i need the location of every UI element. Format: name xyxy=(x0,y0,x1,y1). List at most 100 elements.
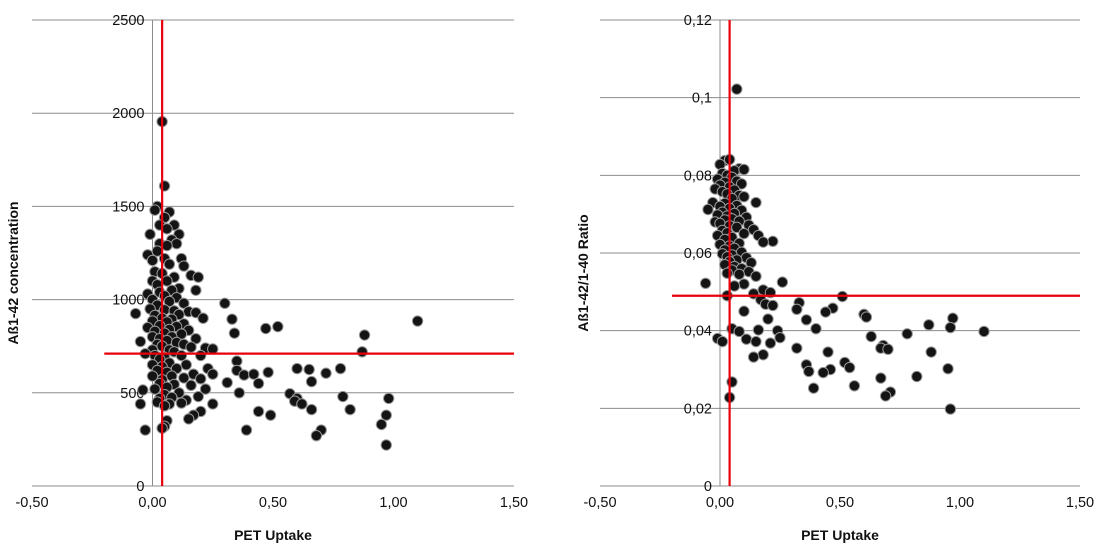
data-point xyxy=(228,327,241,339)
data-point xyxy=(158,180,171,192)
data-point xyxy=(750,335,762,348)
right-chart-points xyxy=(699,83,990,415)
data-point xyxy=(163,295,176,308)
right-chart-y-axis-title: Aß1-42/1-40 Ratio xyxy=(575,214,591,331)
data-point xyxy=(197,312,209,324)
data-point xyxy=(843,361,856,374)
data-point xyxy=(161,223,173,235)
x-tick-label: 0,50 xyxy=(826,495,854,511)
data-point xyxy=(252,377,265,390)
data-point xyxy=(767,299,779,312)
data-point xyxy=(733,268,745,281)
data-point xyxy=(252,405,265,418)
y-tick-label: 0,12 xyxy=(684,13,712,29)
data-point xyxy=(303,363,315,376)
data-point xyxy=(178,297,190,310)
data-point xyxy=(190,333,202,345)
data-point xyxy=(911,370,923,383)
data-point xyxy=(726,376,738,388)
data-point xyxy=(195,349,207,362)
data-point xyxy=(260,322,272,335)
data-point xyxy=(757,349,769,361)
data-point xyxy=(944,321,957,334)
right-chart-y-tick-labels: 0 0,02 0,04 0,06 0,08 0,1 0,12 xyxy=(684,13,712,495)
data-point xyxy=(219,297,231,310)
data-point xyxy=(822,346,834,358)
data-point xyxy=(337,390,349,403)
data-point xyxy=(175,349,188,362)
data-point xyxy=(731,83,743,95)
data-point xyxy=(146,370,159,382)
right-chart-x-tick-labels: -0,50 0,00 0,50 1,00 1,50 xyxy=(583,495,1094,511)
y-tick-label: 0,02 xyxy=(684,401,712,417)
data-point xyxy=(731,221,743,234)
data-point xyxy=(264,409,277,421)
data-point xyxy=(137,384,149,396)
data-point xyxy=(149,204,161,216)
data-point xyxy=(879,390,892,402)
data-point xyxy=(800,314,813,326)
right-chart-gridlines xyxy=(600,19,1080,487)
y-tick-label: 0,06 xyxy=(684,246,712,262)
x-tick-label: 1,50 xyxy=(500,495,528,511)
data-point xyxy=(762,313,774,325)
data-point xyxy=(272,320,284,333)
x-tick-label: 1,00 xyxy=(379,495,407,511)
data-point xyxy=(865,330,877,343)
data-point xyxy=(819,306,832,318)
y-tick-label: 2000 xyxy=(112,106,144,122)
data-point xyxy=(810,323,822,335)
data-point xyxy=(233,387,245,399)
data-point xyxy=(356,346,368,358)
data-point xyxy=(262,366,274,378)
data-point xyxy=(305,375,318,388)
y-tick-label: 1000 xyxy=(112,293,144,309)
data-point xyxy=(738,227,750,240)
data-point xyxy=(791,303,803,316)
data-point xyxy=(848,380,861,392)
data-point xyxy=(129,307,142,320)
data-point xyxy=(139,424,151,436)
data-point xyxy=(803,365,815,378)
data-point xyxy=(767,235,779,248)
data-point xyxy=(190,284,202,296)
data-point xyxy=(728,280,741,292)
data-point xyxy=(817,366,829,379)
data-point xyxy=(750,196,762,209)
data-point xyxy=(195,373,207,385)
data-point xyxy=(334,362,347,375)
data-point xyxy=(161,275,173,287)
x-tick-label: 0,00 xyxy=(138,495,166,511)
x-tick-label: -0,50 xyxy=(583,495,616,511)
data-point xyxy=(344,403,356,416)
data-point xyxy=(180,359,192,371)
data-point xyxy=(776,276,789,288)
x-tick-label: 0,00 xyxy=(706,495,734,511)
data-point xyxy=(248,368,260,380)
data-point xyxy=(925,346,937,358)
y-tick-label: 2500 xyxy=(112,13,144,29)
data-point xyxy=(944,403,957,415)
data-point xyxy=(170,237,183,250)
data-point xyxy=(178,260,190,272)
y-tick-label: 0,04 xyxy=(684,324,712,340)
data-point xyxy=(320,367,332,379)
data-point xyxy=(699,277,712,289)
data-point xyxy=(721,267,733,279)
data-point xyxy=(752,324,765,336)
data-point xyxy=(310,429,323,442)
data-point xyxy=(178,372,190,384)
data-point xyxy=(226,313,238,325)
data-point xyxy=(807,382,820,394)
data-point xyxy=(411,315,424,327)
data-point xyxy=(735,178,748,190)
data-point xyxy=(380,409,392,421)
data-point xyxy=(738,190,750,203)
data-point xyxy=(158,400,171,412)
data-point xyxy=(207,398,219,410)
data-point xyxy=(375,418,388,431)
data-point xyxy=(185,341,197,353)
data-point xyxy=(149,383,161,395)
